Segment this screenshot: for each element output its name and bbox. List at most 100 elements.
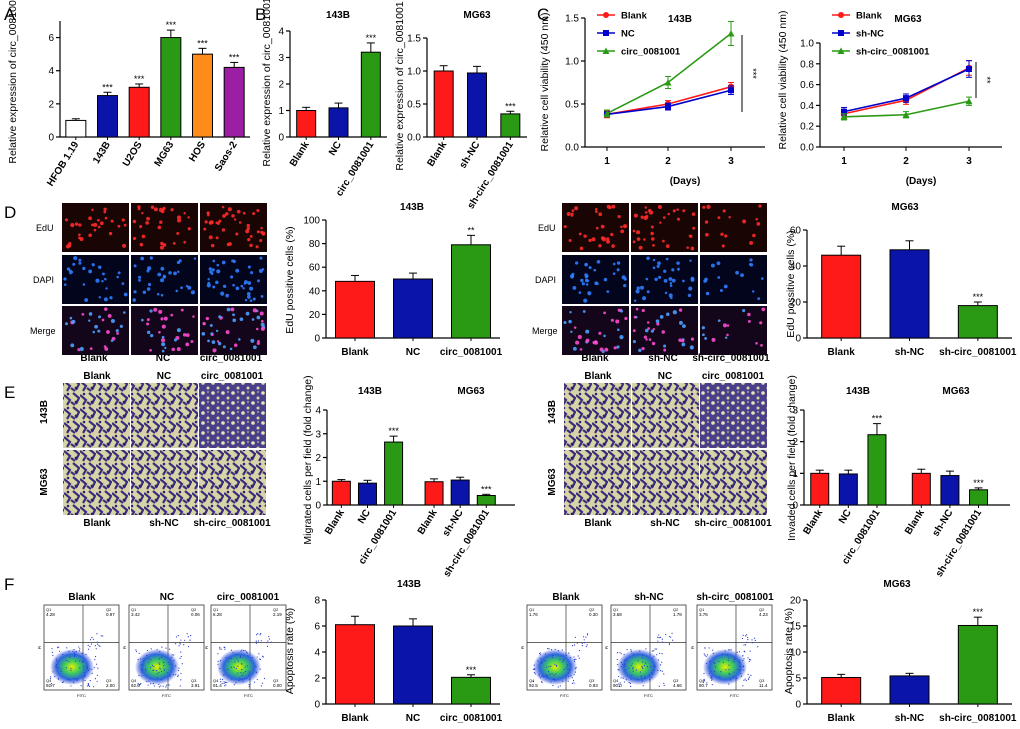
event-dot <box>96 643 99 645</box>
bar <box>331 480 351 506</box>
event-dot <box>736 651 738 653</box>
event-dot <box>147 684 149 686</box>
event-dot <box>258 653 260 655</box>
event-dot <box>263 677 266 680</box>
event-dot <box>540 662 543 664</box>
event-dot <box>650 671 653 673</box>
event-dot <box>137 658 139 661</box>
event-dot <box>226 681 228 684</box>
significance-mark: *** <box>197 38 208 48</box>
cell-nucleus <box>569 310 572 314</box>
cell-nucleus <box>588 266 592 270</box>
cell-nucleus <box>580 278 584 283</box>
event-dot <box>158 658 161 660</box>
y-tick-label: 2 <box>314 674 320 685</box>
event-dot <box>232 652 234 654</box>
event-dot <box>162 661 165 664</box>
cell-nucleus <box>247 265 251 269</box>
event-dot <box>620 653 622 655</box>
cell-nucleus <box>570 214 574 217</box>
transwell-tile <box>131 383 198 448</box>
event-dot <box>709 660 711 663</box>
cell-nucleus <box>612 262 616 266</box>
event-dot <box>742 685 744 687</box>
panel-label-c: C <box>537 5 549 24</box>
cell-nucleus <box>109 296 113 300</box>
x-tick-label: 2 <box>903 156 909 167</box>
event-dot <box>148 658 150 660</box>
event-dot <box>224 648 226 650</box>
y-tick-label: 1.5 <box>565 14 579 25</box>
quadrant-q4-value: 92.7 <box>46 683 55 688</box>
cell-nucleus <box>724 336 728 339</box>
cell-nucleus <box>229 347 233 351</box>
event-dot <box>270 641 272 643</box>
event-dot <box>573 644 576 646</box>
event-dot <box>743 650 745 652</box>
significance-mark: *** <box>973 478 984 488</box>
bar <box>821 676 862 705</box>
event-dot <box>172 674 175 676</box>
event-dot <box>187 636 189 638</box>
event-dot <box>68 650 70 652</box>
cell-nucleus <box>104 307 108 311</box>
cell-nucleus <box>747 319 751 323</box>
event-dot <box>714 662 716 665</box>
micrograph-tile <box>62 255 129 304</box>
event-dot <box>73 652 75 654</box>
event-dot <box>156 673 158 675</box>
event-dot <box>574 636 576 638</box>
cell-nucleus <box>692 226 696 230</box>
event-dot <box>752 642 754 644</box>
event-dot <box>73 678 75 680</box>
event-dot <box>711 684 713 686</box>
event-dot <box>631 663 633 665</box>
cell-nucleus <box>616 268 620 272</box>
event-dot <box>739 661 741 664</box>
cell-nucleus <box>259 311 264 316</box>
transwell-tile <box>564 450 631 515</box>
x-tick-label: HOS <box>187 139 208 163</box>
event-dot <box>50 676 52 678</box>
event-dot <box>74 653 76 655</box>
cell-nucleus <box>187 285 192 290</box>
event-dot <box>86 666 88 668</box>
bar <box>500 113 521 138</box>
bar <box>424 481 444 506</box>
event-dot <box>88 668 91 670</box>
event-dot <box>70 685 72 687</box>
cell-nucleus <box>202 321 206 326</box>
cell-nucleus <box>721 244 725 248</box>
event-dot <box>626 649 628 651</box>
event-dot <box>241 663 243 665</box>
event-dot <box>65 659 68 662</box>
data-point <box>966 66 972 72</box>
cell-nucleus <box>137 205 141 209</box>
legend-marker <box>602 47 610 54</box>
quadrant-q1-value: 3.58 <box>613 612 622 617</box>
event-dot <box>150 683 152 685</box>
bar <box>384 441 404 506</box>
event-dot <box>738 651 741 653</box>
cell-nucleus <box>98 315 102 319</box>
event-dot <box>562 654 565 656</box>
event-dot <box>178 667 180 669</box>
event-dot <box>87 682 89 685</box>
bar <box>128 86 150 138</box>
cell-nucleus <box>132 219 137 224</box>
x-tick-label: Saos-2 <box>213 139 240 173</box>
flow-axis-label: FITC <box>560 693 569 698</box>
cell-nucleus <box>689 345 694 350</box>
cell-nucleus <box>123 311 126 314</box>
event-dot <box>148 661 150 664</box>
cell-nucleus <box>665 244 670 249</box>
cell-nucleus <box>260 230 264 234</box>
data-point <box>665 103 671 110</box>
event-dot <box>630 650 632 652</box>
micrograph-tile <box>700 255 767 304</box>
significance-mark: *** <box>872 414 883 424</box>
cell-nucleus <box>249 243 253 248</box>
x-tick-label: Blank <box>416 507 440 536</box>
event-dot <box>728 669 730 671</box>
event-dot <box>625 669 627 671</box>
